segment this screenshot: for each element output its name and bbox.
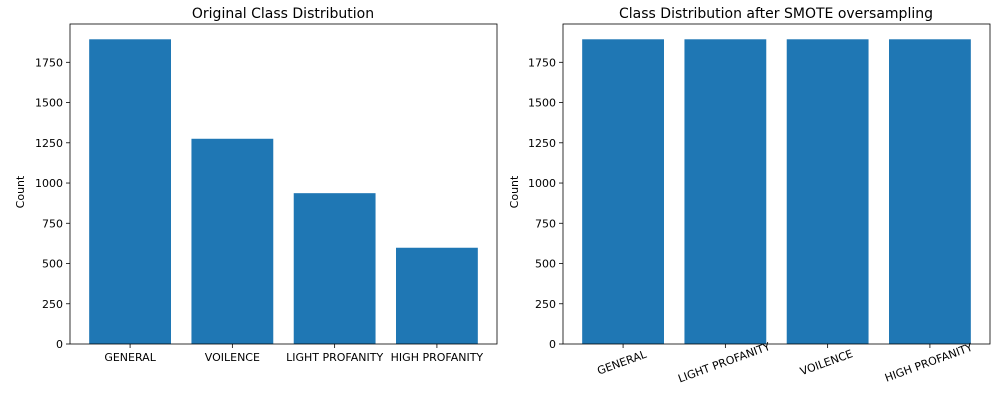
y-tick-label: 1750 [528, 56, 556, 69]
y-tick-label: 1250 [35, 137, 63, 150]
y-tick-label: 500 [42, 258, 63, 271]
x-tick-label: VOILENCE [798, 347, 854, 378]
bar-light-profanity [684, 39, 767, 345]
chart-title: Original Class Distribution [192, 6, 374, 22]
chart-original-distribution: Original Class Distribution Count 0 250 50… [14, 6, 498, 364]
y-tick-label: 1000 [528, 177, 556, 190]
x-tick-label: HIGH PROFANITY [391, 351, 484, 364]
x-tick-label: LIGHT PROFANITY [676, 340, 772, 386]
x-tick-label: GENERAL [104, 351, 156, 364]
y-tick-label: 1000 [35, 177, 63, 190]
chart-smote-distribution: Class Distribution after SMOTE oversampl… [508, 6, 991, 386]
y-tick-label: 0 [56, 338, 63, 351]
bar-general [582, 39, 664, 345]
y-tick-label: 750 [42, 217, 63, 230]
y-tick-label: 500 [535, 258, 556, 271]
y-axis-label: Count [14, 175, 27, 208]
plot-frame [562, 23, 991, 345]
x-tick-label: GENERAL [595, 347, 649, 377]
plot-frame [69, 23, 498, 345]
bar-voilence [786, 39, 869, 345]
y-tick-label: 250 [535, 298, 556, 311]
y-tick-label: 1250 [528, 137, 556, 150]
y-tick-label: 0 [549, 338, 556, 351]
bar-high-profanity [396, 247, 478, 344]
bar-light-profanity [293, 193, 376, 344]
y-tick-label: 1500 [35, 97, 63, 110]
x-tick-label: LIGHT PROFANITY [286, 351, 383, 364]
chart-title: Class Distribution after SMOTE oversampl… [619, 6, 933, 22]
y-tick-label: 1750 [35, 56, 63, 69]
x-tick-label: VOILENCE [205, 351, 260, 364]
bar-high-profanity [889, 39, 971, 345]
y-tick-label: 750 [535, 217, 556, 230]
x-tick-label: HIGH PROFANITY [883, 341, 975, 385]
y-tick-label: 1500 [528, 97, 556, 110]
bar-general [89, 39, 171, 345]
y-tick-label: 250 [42, 298, 63, 311]
y-axis-label: Count [508, 175, 521, 208]
bar-voilence [191, 138, 274, 344]
